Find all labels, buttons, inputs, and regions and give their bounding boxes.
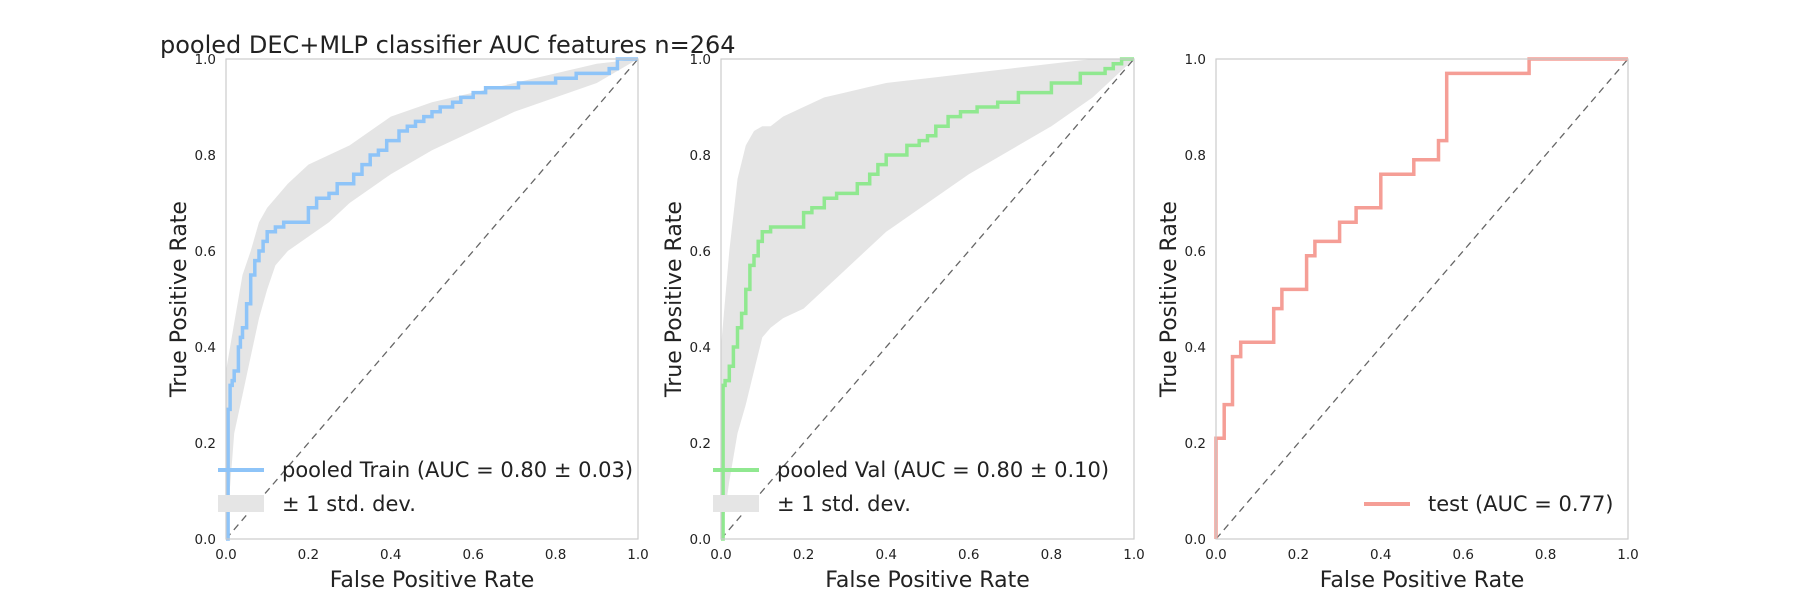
x-tick-label: 0.6 <box>462 547 483 563</box>
y-tick-label: 0.8 <box>195 148 216 164</box>
axes-frame <box>720 58 1135 540</box>
x-tick-label: 0.2 <box>1288 547 1309 563</box>
legend: pooled Val (AUC = 0.80 ± 0.10) ± 1 std. d… <box>713 458 1109 516</box>
y-tick-label: 0.6 <box>195 244 216 260</box>
y-tick-label: 1.0 <box>195 52 216 68</box>
y-axis-label: True Positive Rate <box>1157 201 1182 398</box>
y-tick-label: 0.0 <box>1185 532 1206 548</box>
x-tick-label: 1.0 <box>627 547 648 563</box>
y-tick-label: 0.4 <box>690 340 711 356</box>
y-tick-label: 0.2 <box>690 436 711 452</box>
roc-curve <box>721 57 1134 541</box>
x-tick-label: 0.4 <box>1370 547 1391 563</box>
axes-frame <box>225 58 639 540</box>
std-band <box>226 59 638 539</box>
legend-label: test (AUC = 0.77) <box>1428 492 1614 516</box>
chance-diagonal <box>1215 58 1629 540</box>
x-tick-label: 1.0 <box>1123 547 1144 563</box>
x-tick-label: 0.0 <box>215 547 236 563</box>
y-tick-label: 0.6 <box>1185 244 1206 260</box>
legend: test (AUC = 0.77) <box>1364 492 1614 516</box>
roc-curve <box>1214 57 1628 539</box>
y-tick-label: 0.2 <box>1185 436 1206 452</box>
x-tick-label: 0.0 <box>1205 547 1226 563</box>
roc-curve <box>226 57 638 541</box>
x-tick-label: 0.0 <box>710 547 731 563</box>
x-tick-label: 0.8 <box>1041 547 1062 563</box>
y-tick-label: 1.0 <box>690 52 711 68</box>
x-tick-label: 0.8 <box>545 547 566 563</box>
legend-label: pooled Train (AUC = 0.80 ± 0.03) <box>282 458 633 482</box>
roc-panel-2: 0.0 0.2 0.4 0.6 0.8 1.0 0.0 0.2 0.4 0.6 0.8 1.0 Fals… <box>662 52 1145 593</box>
legend-band-swatch <box>713 495 759 512</box>
legend-band-swatch <box>218 495 264 512</box>
x-tick-label: 0.6 <box>1452 547 1473 563</box>
chance-diagonal <box>225 58 639 540</box>
x-tick-label: 0.4 <box>380 547 401 563</box>
y-axis-label: True Positive Rate <box>167 201 192 398</box>
legend: pooled Train (AUC = 0.80 ± 0.03) ± 1 std.… <box>218 458 633 516</box>
y-tick-label: 0.4 <box>195 340 216 356</box>
x-axis-label: False Positive Rate <box>330 568 534 593</box>
x-tick-label: 0.2 <box>793 547 814 563</box>
legend-label: pooled Val (AUC = 0.80 ± 0.10) <box>777 458 1109 482</box>
legend-label: ± 1 std. dev. <box>777 492 911 516</box>
y-tick-label: 0.4 <box>1185 340 1206 356</box>
chart-panels: 0.0 0.2 0.4 0.6 0.8 1.0 0.0 0.2 0.4 0.6 0.8 1.0 Fals… <box>167 52 1639 593</box>
x-tick-label: 0.4 <box>875 547 896 563</box>
y-tick-label: 0.8 <box>690 148 711 164</box>
chance-diagonal <box>720 58 1135 540</box>
x-tick-label: 0.8 <box>1535 547 1556 563</box>
axes-frame <box>1215 58 1629 540</box>
y-tick-label: 0.8 <box>1185 148 1206 164</box>
x-tick-label: 0.6 <box>958 547 979 563</box>
y-tick-label: 1.0 <box>1185 52 1206 68</box>
y-tick-label: 0.6 <box>690 244 711 260</box>
x-tick-label: 1.0 <box>1617 547 1638 563</box>
x-tick-label: 0.2 <box>298 547 319 563</box>
roc-panel-3: 0.0 0.2 0.4 0.6 0.8 1.0 0.0 0.2 0.4 0.6 0.8 1.0 Fals… <box>1157 52 1639 593</box>
y-tick-label: 0.0 <box>195 532 216 548</box>
roc-panel-1: 0.0 0.2 0.4 0.6 0.8 1.0 0.0 0.2 0.4 0.6 0.8 1.0 Fals… <box>167 52 649 593</box>
figure-title: pooled DEC+MLP classifier AUC features n… <box>160 31 736 59</box>
legend-label: ± 1 std. dev. <box>282 492 416 516</box>
x-axis-label: False Positive Rate <box>1320 568 1524 593</box>
y-tick-label: 0.2 <box>195 436 216 452</box>
std-band <box>721 59 1134 539</box>
y-axis-label: True Positive Rate <box>662 201 687 398</box>
x-axis-label: False Positive Rate <box>825 568 1029 593</box>
y-tick-label: 0.0 <box>690 532 711 548</box>
